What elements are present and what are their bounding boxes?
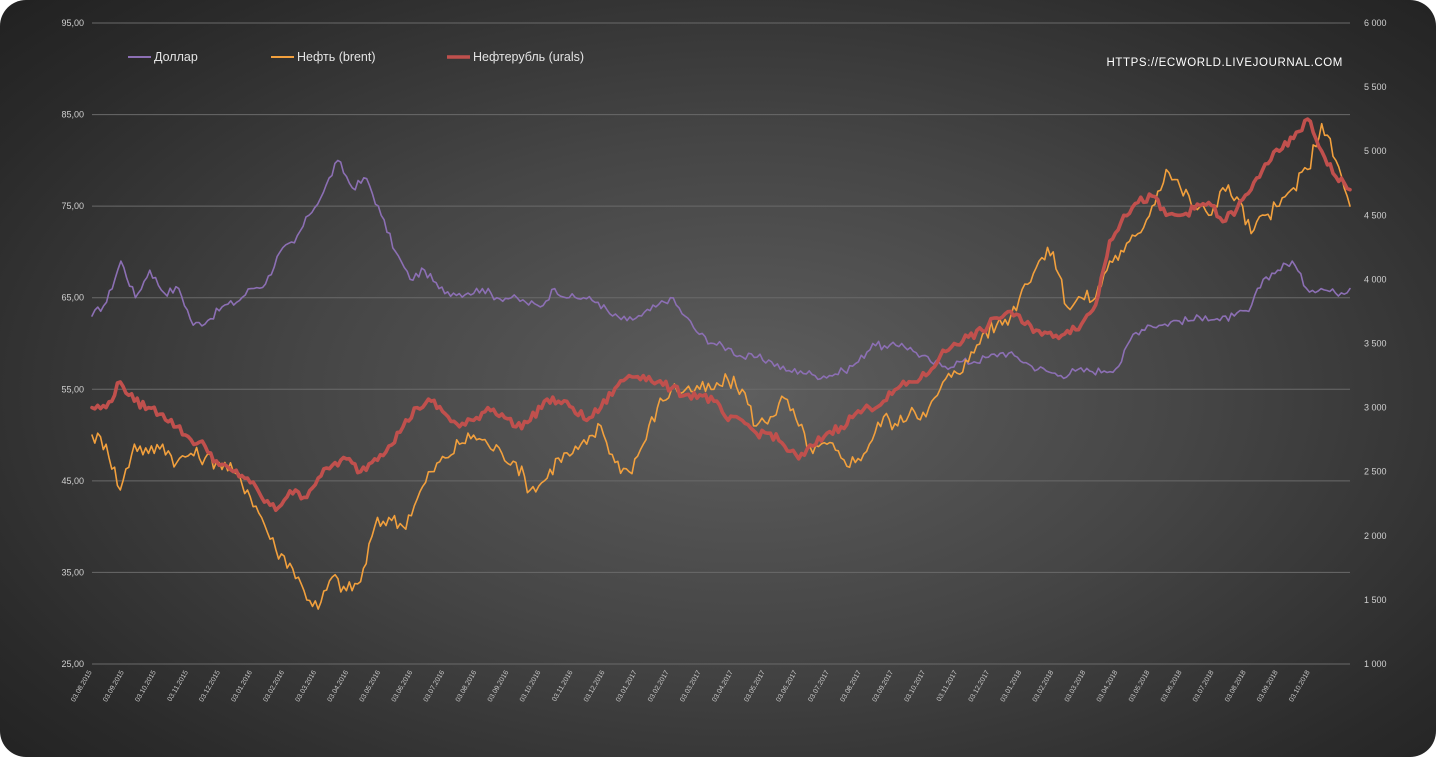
right-tick-label: 4 500	[1364, 210, 1387, 220]
x-tick-label: 03.10.2018	[1288, 669, 1312, 703]
x-tick-label: 03.02.2018	[1032, 669, 1056, 703]
x-tick-label: 03.09.2016	[487, 669, 511, 703]
x-axis-ticks: 03.08.2015 03.09.2015 03.10.2015 03.11.2015…	[70, 669, 1312, 703]
x-tick-label: 03.12.2015	[198, 669, 222, 703]
x-tick-label: 03.05.2018	[1128, 669, 1152, 703]
x-tick-label: 03.10.2015	[134, 669, 158, 703]
x-tick-label: 03.10.2017	[904, 669, 928, 703]
x-tick-label: 03.07.2017	[807, 669, 831, 703]
right-tick-label: 5 000	[1364, 146, 1387, 156]
left-tick-label: 75,00	[61, 201, 84, 211]
x-tick-label: 03.11.2017	[936, 669, 959, 702]
right-tick-label: 6 000	[1364, 18, 1387, 28]
x-tick-label: 03.06.2018	[1160, 669, 1184, 703]
right-tick-label: 5 500	[1364, 82, 1387, 92]
gridlines	[92, 22, 1350, 665]
left-tick-label: 45,00	[61, 476, 84, 486]
left-tick-label: 35,00	[61, 567, 84, 577]
x-tick-label: 03.09.2017	[871, 669, 895, 703]
legend-label-brent: Нефть (brent)	[297, 50, 376, 64]
left-axis-ticks: 25,00 35,00 45,00 55,00 65,00 75,00 85,00 95,00	[61, 18, 84, 669]
right-tick-label: 3 500	[1364, 339, 1387, 349]
watermark: HTTPS://ECWORLD.LIVEJOURNAL.COM	[1107, 57, 1344, 69]
x-tick-label: 03.05.2017	[743, 669, 767, 703]
series-line-usd	[91, 159, 1351, 381]
x-tick-label: 03.09.2018	[1256, 669, 1280, 703]
x-tick-label: 03.08.2018	[1224, 669, 1248, 703]
right-tick-label: 3 000	[1364, 403, 1387, 413]
left-tick-label: 95,00	[61, 18, 84, 28]
x-tick-label: 03.08.2016	[455, 669, 479, 703]
right-tick-label: 1 500	[1364, 595, 1387, 605]
legend-label-usd: Доллар	[154, 50, 198, 64]
left-tick-label: 55,00	[61, 384, 84, 394]
right-tick-label: 2 500	[1364, 467, 1387, 477]
x-tick-label: 03.04.2017	[711, 669, 735, 703]
series-line-urals	[90, 117, 1352, 512]
legend-label-urals: Нефтерубль (urals)	[473, 50, 584, 64]
x-tick-label: 03.11.2015	[167, 669, 190, 702]
x-tick-label: 03.03.2018	[1064, 669, 1088, 703]
x-tick-label: 03.03.2016	[295, 669, 319, 703]
x-tick-label: 03.01.2017	[615, 669, 639, 703]
series-line-brent	[91, 122, 1351, 610]
right-axis-ticks: 1 000 1 500 2 000 2 500 3 000 3 500 4 000 4 500…	[1364, 18, 1387, 669]
legend: Доллар Нефть (brent) Нефтерубль (urals)	[128, 50, 584, 64]
x-tick-label: 03.04.2018	[1096, 669, 1120, 703]
x-tick-label: 03.06.2017	[775, 669, 799, 703]
x-tick-label: 03.05.2016	[359, 669, 383, 703]
x-tick-label: 03.08.2017	[839, 669, 863, 703]
series-lines	[90, 117, 1352, 610]
x-tick-label: 03.06.2016	[391, 669, 415, 703]
x-tick-label: 03.12.2016	[583, 669, 607, 703]
left-tick-label: 85,00	[61, 110, 84, 120]
x-tick-label: 03.02.2017	[647, 669, 671, 703]
x-tick-label: 03.01.2016	[230, 669, 254, 703]
right-tick-label: 1 000	[1364, 659, 1387, 669]
right-tick-label: 2 000	[1364, 531, 1387, 541]
x-tick-label: 03.04.2016	[327, 669, 351, 703]
right-tick-label: 4 000	[1364, 274, 1387, 284]
x-tick-label: 03.07.2016	[423, 669, 447, 703]
left-tick-label: 65,00	[61, 293, 84, 303]
x-tick-label: 03.11.2016	[551, 669, 574, 702]
x-tick-label: 03.01.2018	[1000, 669, 1024, 703]
x-tick-label: 03.09.2015	[102, 669, 126, 703]
x-tick-label: 03.10.2016	[519, 669, 543, 703]
x-tick-label: 03.03.2017	[679, 669, 703, 703]
x-tick-label: 03.12.2017	[968, 669, 992, 703]
x-tick-label: 03.07.2018	[1192, 669, 1216, 703]
x-tick-label: 03.02.2016	[262, 669, 286, 703]
x-tick-label: 03.08.2015	[70, 669, 94, 703]
left-tick-label: 25,00	[61, 659, 84, 669]
